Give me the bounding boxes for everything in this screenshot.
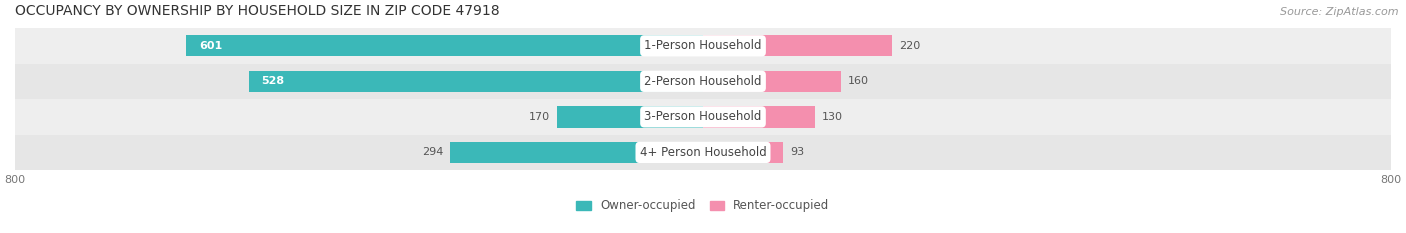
Text: 93: 93	[790, 147, 804, 158]
Bar	[14, 64, 1392, 99]
Bar	[703, 142, 783, 163]
Legend: Owner-occupied, Renter-occupied: Owner-occupied, Renter-occupied	[572, 195, 834, 217]
Text: 220: 220	[900, 41, 921, 51]
Bar	[249, 71, 703, 92]
Text: 170: 170	[529, 112, 550, 122]
Text: OCCUPANCY BY OWNERSHIP BY HOUSEHOLD SIZE IN ZIP CODE 47918: OCCUPANCY BY OWNERSHIP BY HOUSEHOLD SIZE…	[14, 4, 499, 18]
Text: 160: 160	[848, 76, 869, 86]
Text: 601: 601	[198, 41, 222, 51]
Text: 2-Person Household: 2-Person Household	[644, 75, 762, 88]
Bar	[186, 35, 703, 56]
Bar	[450, 142, 703, 163]
Text: 3-Person Household: 3-Person Household	[644, 110, 762, 123]
Bar	[557, 106, 703, 127]
Text: 1-Person Household: 1-Person Household	[644, 39, 762, 52]
Text: Source: ZipAtlas.com: Source: ZipAtlas.com	[1281, 7, 1399, 17]
Bar	[703, 106, 815, 127]
Bar	[703, 35, 893, 56]
Bar	[14, 28, 1392, 64]
Text: 528: 528	[262, 76, 285, 86]
Text: 4+ Person Household: 4+ Person Household	[640, 146, 766, 159]
Bar	[14, 99, 1392, 135]
Bar	[14, 135, 1392, 170]
Text: 294: 294	[422, 147, 443, 158]
Text: 130: 130	[821, 112, 842, 122]
Bar	[703, 71, 841, 92]
